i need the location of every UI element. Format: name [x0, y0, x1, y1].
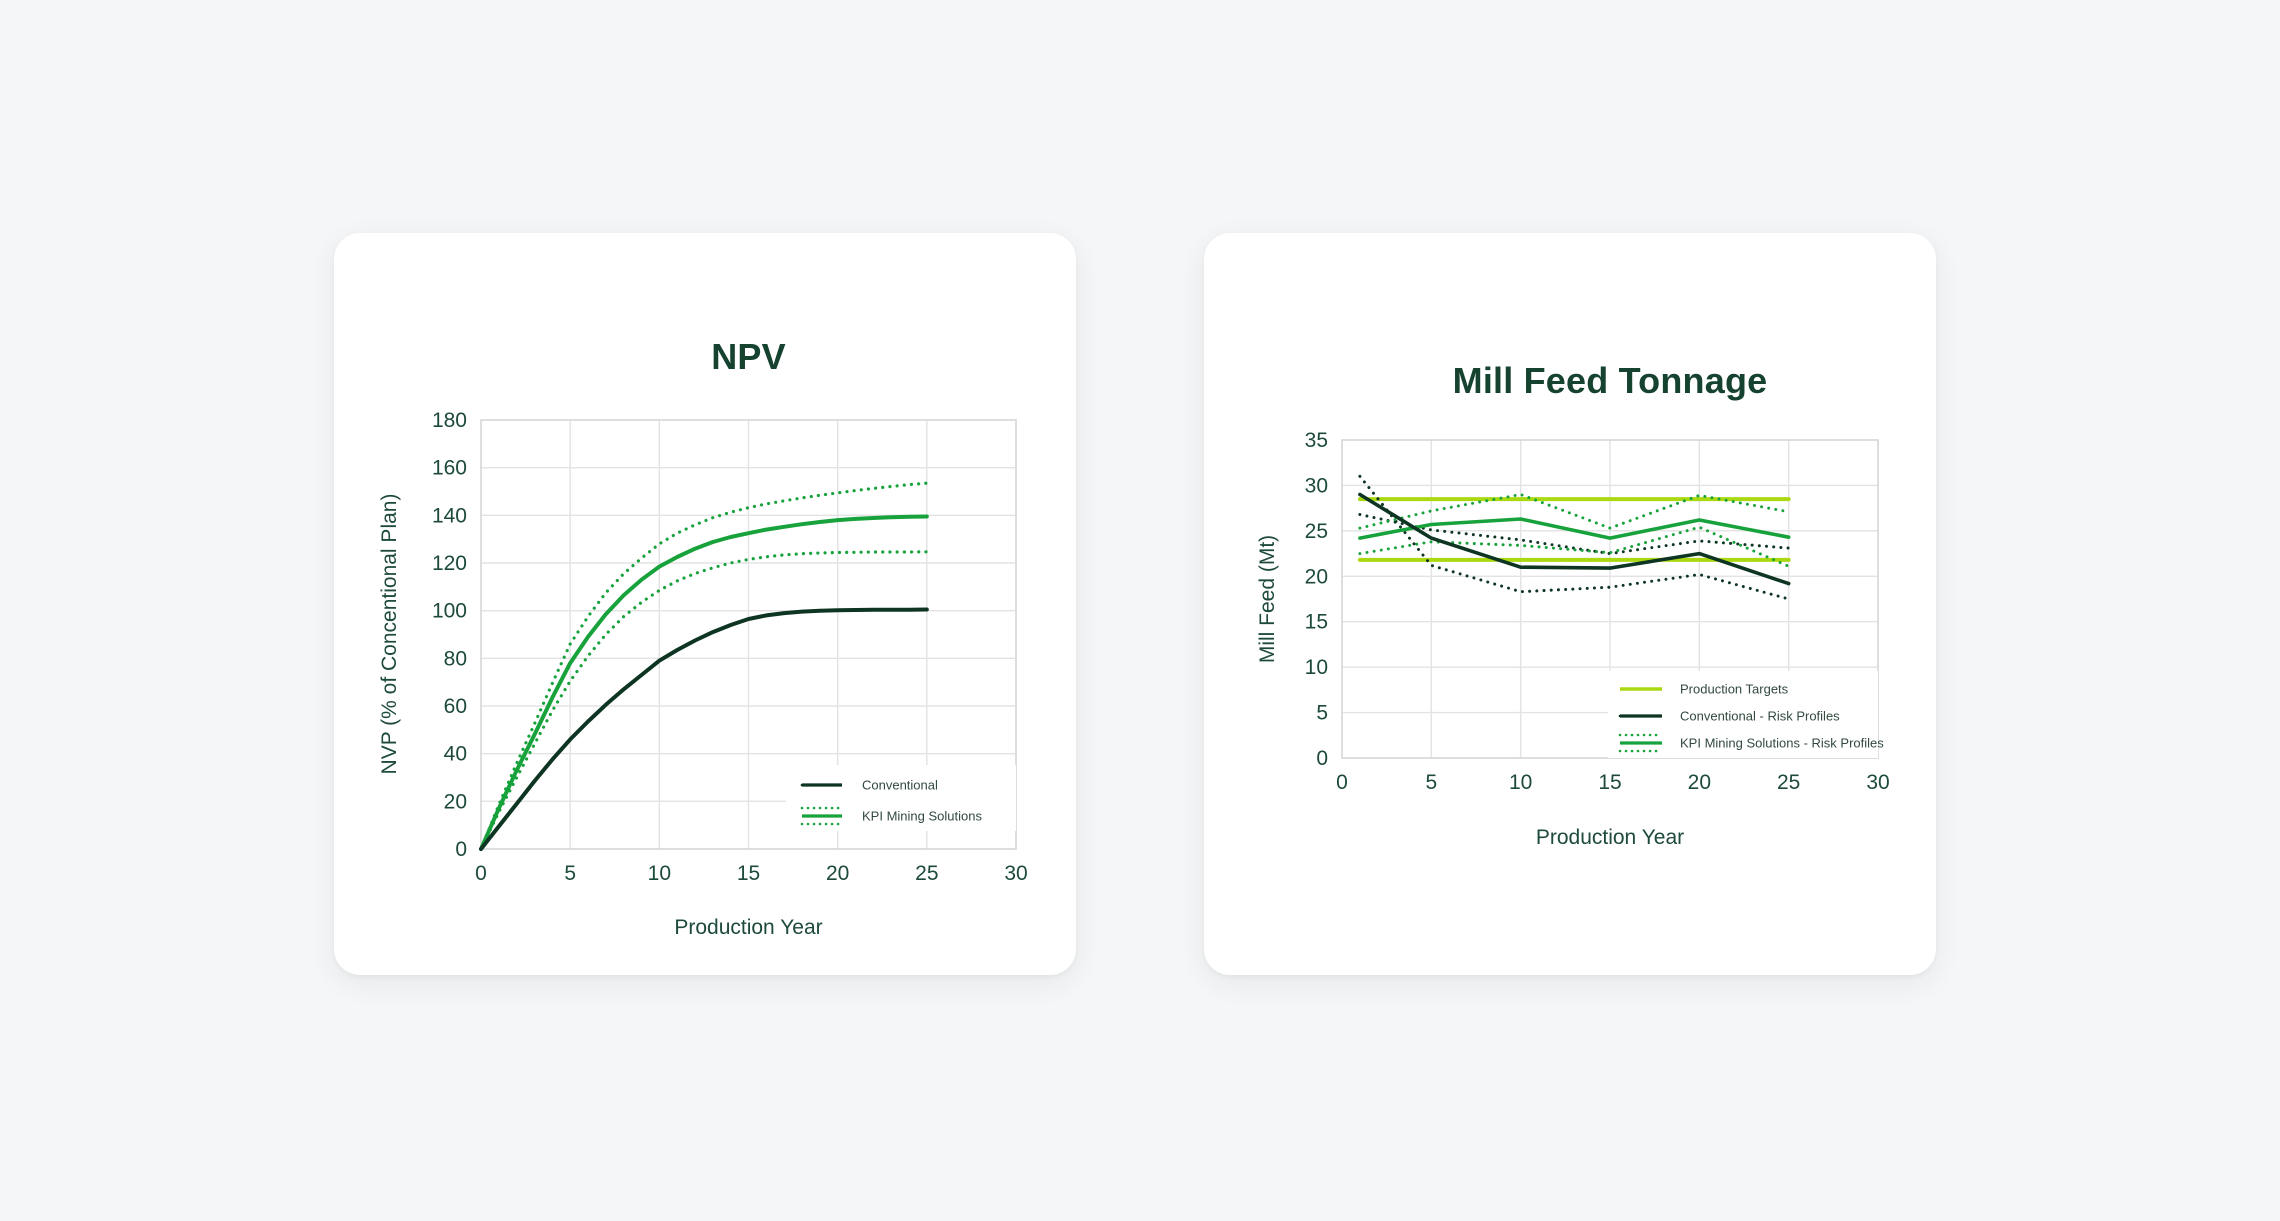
- y-tick-label: 180: [432, 409, 467, 432]
- x-tick-label: 20: [826, 862, 849, 885]
- x-tick-label: 0: [475, 862, 487, 885]
- kpi-mining-solutions-lower-risk-profile-line: [1358, 525, 1791, 568]
- x-tick-label: 30: [1004, 862, 1027, 885]
- y-tick-label: 35: [1305, 429, 1328, 452]
- conventional-line: [1358, 492, 1791, 586]
- y-tick-label: 15: [1305, 611, 1328, 634]
- mill-feed-chart-card: Mill Feed Tonnage Mill Feed (Mt) 0 5 10 15 2…: [1204, 233, 1936, 975]
- kpi-mining-solutions-lower-risk-profile-line: [479, 550, 929, 851]
- y-tick-label: 80: [444, 647, 467, 670]
- y-tick-label: 5: [1316, 702, 1328, 725]
- npv-chart-card: NPV NVP (% of Concentional Plan) 0 5 10 15 2…: [334, 233, 1076, 975]
- y-tick-label: 0: [455, 838, 467, 861]
- legend-item: Production Targets: [1620, 682, 1789, 697]
- x-tick-label: 5: [564, 862, 576, 885]
- x-tick-label: 20: [1688, 771, 1711, 794]
- x-tick-label: 15: [1598, 771, 1621, 794]
- y-tick-label: 20: [1305, 565, 1328, 588]
- legend-item: KPI Mining Solutions - Risk Profiles: [1618, 733, 1884, 753]
- y-tick-label: 30: [1305, 474, 1328, 497]
- y-tick-label: 20: [444, 790, 467, 813]
- y-tick-label: 10: [1305, 656, 1328, 679]
- legend-label: Production Targets: [1680, 682, 1789, 697]
- mill-feed-x-axis-label: Production Year: [1535, 826, 1685, 849]
- y-tick-label: 160: [432, 457, 467, 480]
- y-tick-label: 60: [444, 695, 467, 718]
- y-tick-label: 25: [1305, 520, 1328, 543]
- x-tick-label: 10: [1509, 771, 1532, 794]
- y-tick-label: 40: [444, 743, 467, 766]
- legend-label: Conventional: [862, 778, 938, 793]
- npv-chart-title: NPV: [711, 336, 786, 377]
- x-tick-label: 15: [737, 862, 760, 885]
- x-tick-label: 0: [1336, 771, 1348, 794]
- x-tick-label: 25: [915, 862, 938, 885]
- npv-chart-canvas: 0 5 10 15 20 25 30 180 160 140 120 100 80 60 40 20 0 Conv…: [432, 409, 1028, 885]
- npv-x-axis-label: Production Year: [674, 916, 823, 939]
- conventional-line: [479, 607, 929, 851]
- legend-box: [786, 765, 1016, 831]
- mill-feed-chart-canvas: 0 5 10 15 20 25 30 35 30 25 20 15 10 5 0 Production Tar…: [1305, 429, 1890, 794]
- kpi-mining-solutions-upper-risk-profile-line: [479, 481, 929, 851]
- x-tick-label: 25: [1777, 771, 1800, 794]
- legend-label: KPI Mining Solutions - Risk Profiles: [1680, 736, 1884, 751]
- kpi-mining-solutions-line: [479, 514, 929, 851]
- kpi-mining-solutions-line: [1358, 517, 1791, 540]
- y-tick-label: 100: [432, 600, 467, 623]
- y-tick-label: 0: [1316, 747, 1328, 770]
- conventional-upper-risk-profile-line: [1358, 513, 1791, 556]
- conventional-lower-risk-profile-line: [1358, 474, 1791, 601]
- legend-item: Conventional: [800, 778, 938, 793]
- legend-item: Conventional - Risk Profiles: [1618, 709, 1840, 724]
- legend-label: Conventional - Risk Profiles: [1680, 709, 1840, 724]
- legend-item: KPI Mining Solutions: [800, 806, 982, 826]
- x-tick-label: 5: [1425, 771, 1437, 794]
- mill-feed-chart-title: Mill Feed Tonnage: [1452, 360, 1768, 401]
- x-tick-label: 30: [1866, 771, 1889, 794]
- y-tick-label: 140: [432, 504, 467, 527]
- legend-label: KPI Mining Solutions: [862, 809, 982, 824]
- y-tick-label: 120: [432, 552, 467, 575]
- x-tick-label: 10: [648, 862, 671, 885]
- plot-border: [480, 419, 1017, 850]
